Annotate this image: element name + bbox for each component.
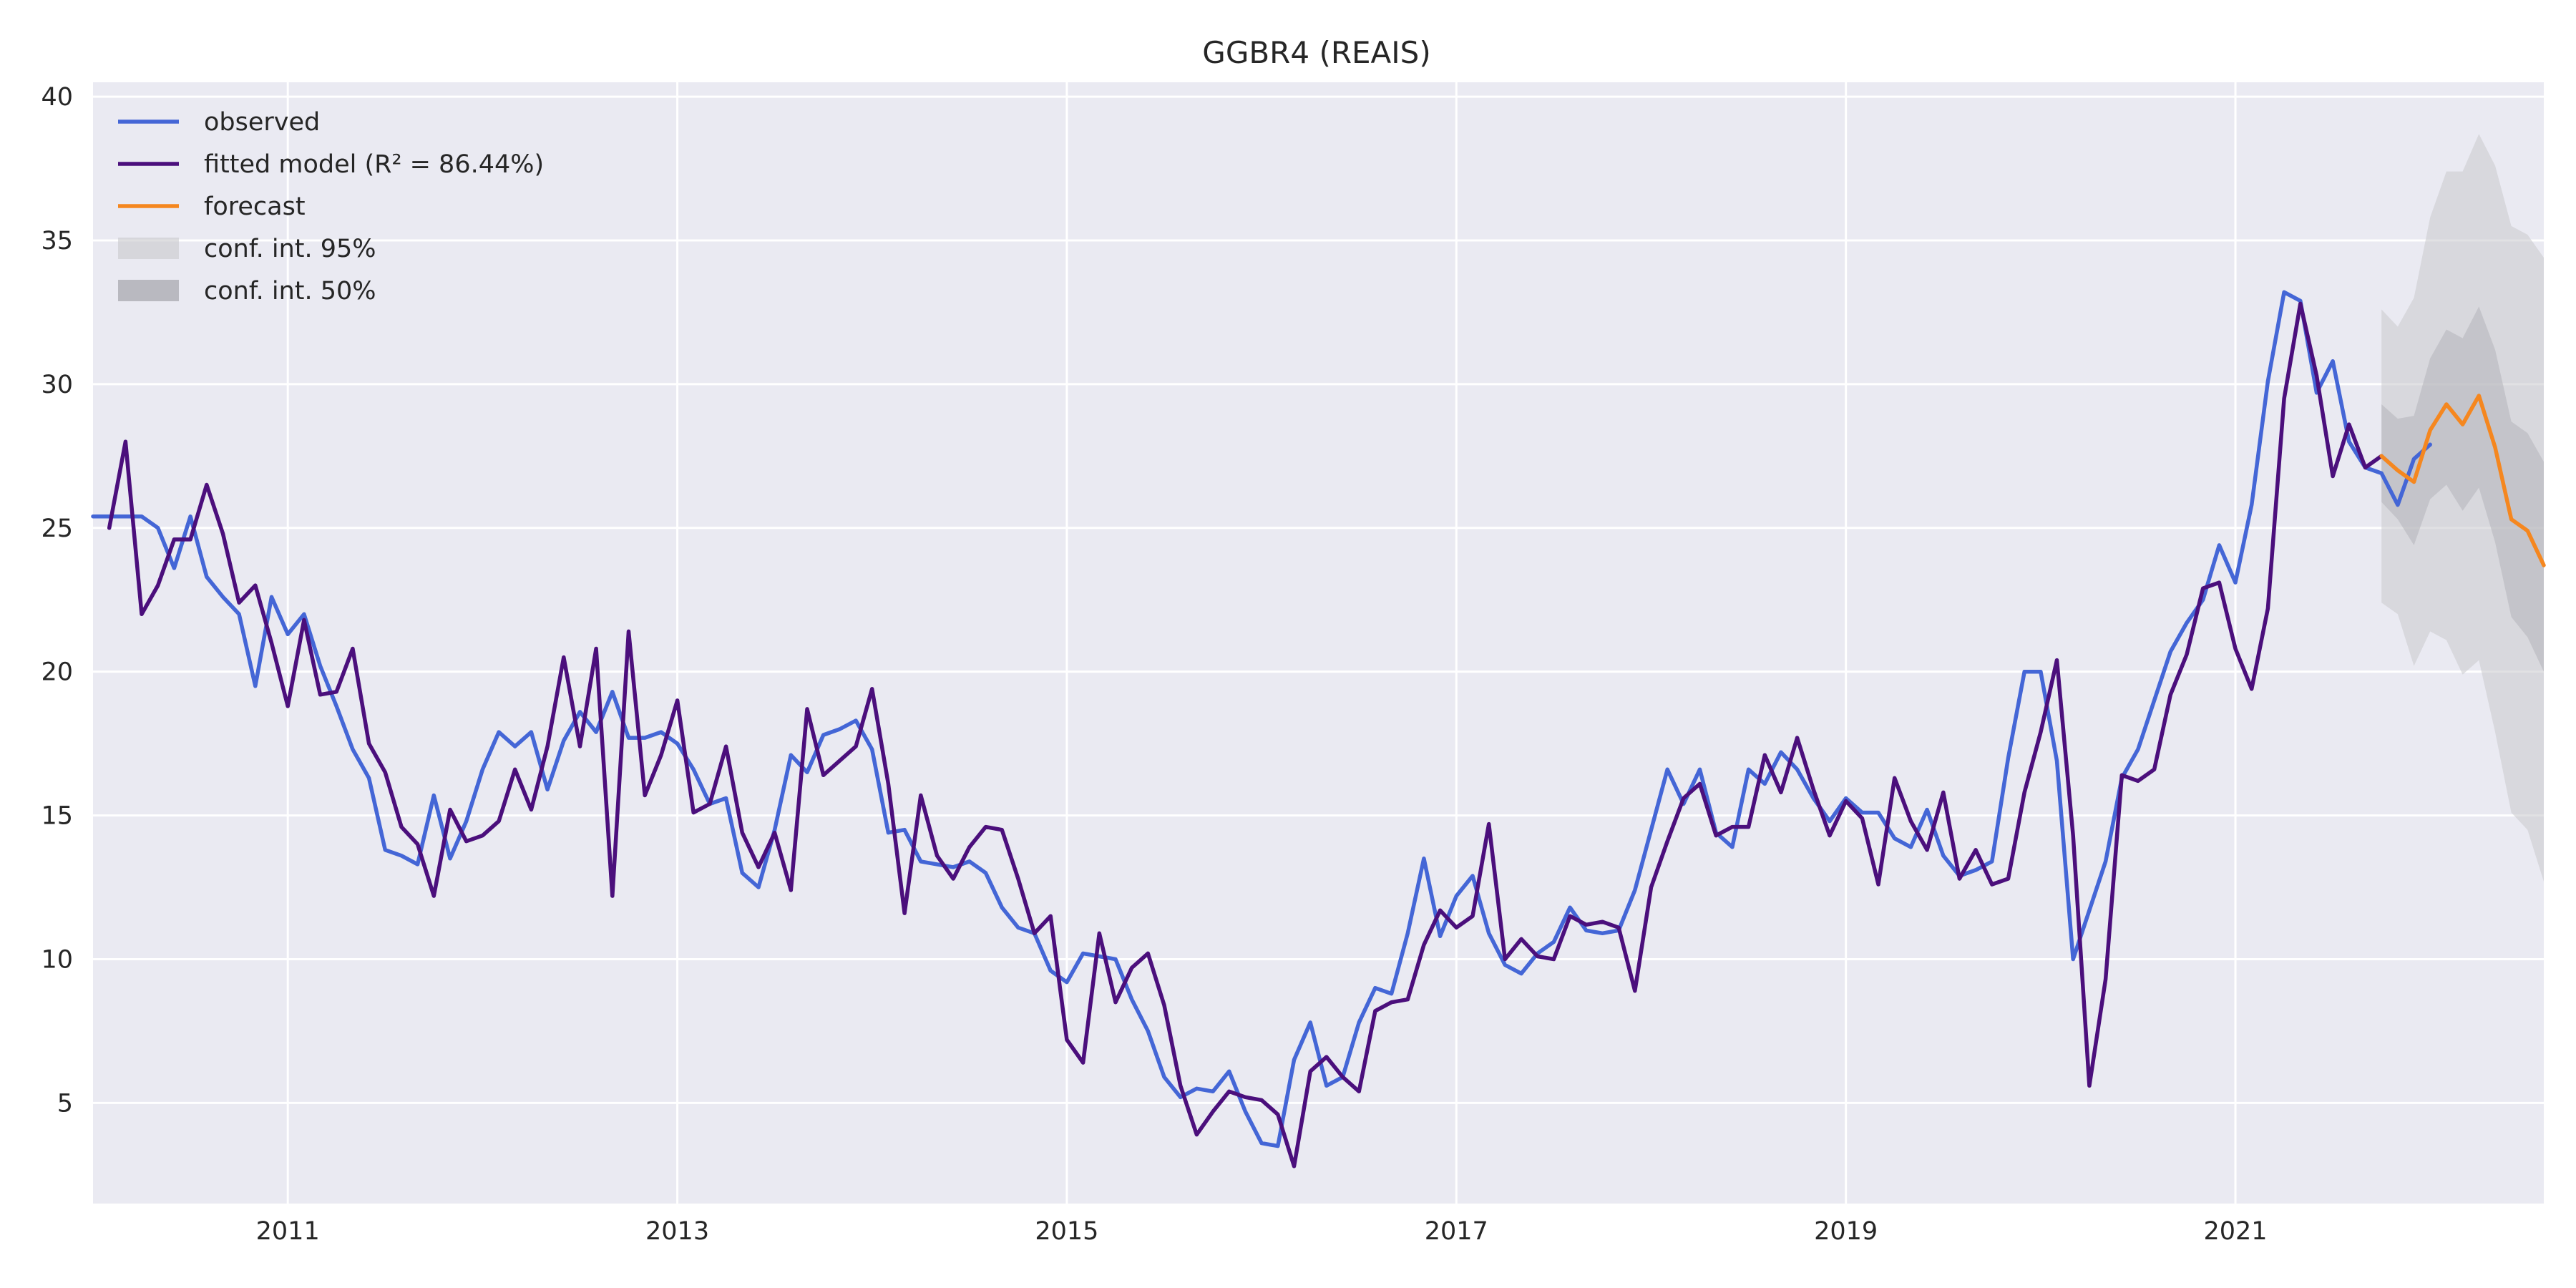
y-tick-label: 35 [41, 227, 73, 255]
series-lines [91, 290, 2546, 1169]
x-tick-label: 2019 [1814, 1217, 1878, 1246]
legend-label: conf. int. 50% [204, 277, 376, 306]
plot-area [93, 82, 2544, 1204]
legend-label: fitted model (R² = 86.44%) [204, 150, 544, 179]
legend: observed fitted model (R² = 86.44%) foreca… [118, 108, 544, 306]
x-tick-label: 2013 [645, 1217, 709, 1246]
x-tick-label: 2015 [1035, 1217, 1098, 1246]
confidence-band-50 [2381, 306, 2544, 672]
x-tick-label: 2017 [1425, 1217, 1488, 1246]
y-tick-label: 5 [57, 1089, 73, 1118]
forecast-line [2379, 394, 2546, 567]
chart-title: GGBR4 (REAIS) [1202, 35, 1430, 70]
fitted-model-line [107, 301, 2384, 1169]
legend-label: observed [204, 108, 320, 137]
observed-line [91, 290, 2432, 1148]
x-tick-label: 2011 [256, 1217, 320, 1246]
y-tick-label: 15 [41, 802, 73, 831]
legend-swatch [118, 238, 179, 259]
legend-label: conf. int. 95% [204, 235, 376, 263]
y-tick-label: 30 [41, 371, 73, 399]
x-axis-ticks: 2011 2013 2015 2017 2019 2021 [256, 1217, 2268, 1246]
y-tick-label: 25 [41, 514, 73, 543]
x-tick-label: 2021 [2204, 1217, 2268, 1246]
gridlines [93, 82, 2544, 1204]
legend-label: forecast [204, 192, 306, 221]
y-axis-ticks: 5 10 15 20 25 30 35 40 [41, 83, 73, 1118]
confidence-bands [2381, 134, 2544, 882]
legend-swatch [118, 280, 179, 301]
y-tick-label: 20 [41, 658, 73, 687]
y-tick-label: 10 [41, 945, 73, 974]
y-tick-label: 40 [41, 83, 73, 112]
